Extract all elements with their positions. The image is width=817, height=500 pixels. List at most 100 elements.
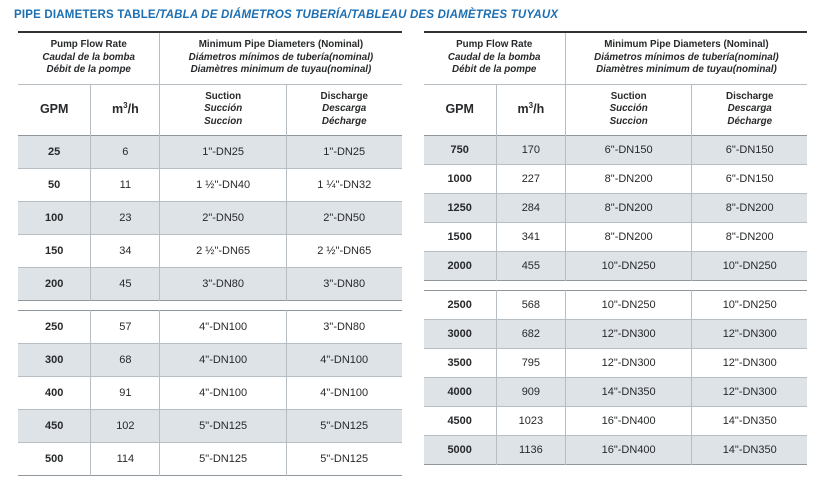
- suction-header-fr: Succion: [204, 115, 243, 127]
- min-diameters-header: Minimum Pipe Diameters (Nominal) Diámetr…: [564, 32, 807, 85]
- m3h-cell: 455: [495, 251, 566, 281]
- gpm-cell: 450: [18, 409, 91, 443]
- gpm-cell: 1250: [423, 193, 497, 223]
- title-english: PIPE DIAMETERS TABLE: [14, 9, 156, 21]
- suction-cell: 8"-DN200: [564, 222, 692, 252]
- discharge-cell: 14"-DN350: [691, 406, 807, 436]
- pipe-table-low-flow: Pump Flow Rate Caudal de la bomba Débit …: [18, 31, 402, 477]
- discharge-header-es: Descarga: [727, 103, 772, 115]
- table-row: 100 23 2"-DN50 2"-DN50: [18, 201, 402, 235]
- gpm-column-header: GPM: [39, 102, 69, 117]
- table-row: 400 91 4"-DN100 4"-DN100: [18, 376, 402, 410]
- table-row: 4000 909 14"-DN350 12"-DN300: [423, 377, 807, 407]
- m3h-cell: 34: [90, 234, 160, 268]
- discharge-header-en: Discharge: [726, 90, 774, 102]
- suction-cell: 4"-DN100: [159, 310, 287, 344]
- discharge-cell: 6"-DN150: [691, 164, 807, 194]
- m3h-cell: 227: [495, 164, 566, 194]
- gpm-cell: 400: [18, 376, 91, 410]
- discharge-header-fr: Décharge: [321, 115, 367, 127]
- discharge-cell: 4"-DN100: [285, 376, 402, 410]
- discharge-column-header: Discharge Descarga Décharge: [285, 84, 402, 136]
- m3h-cell: 568: [495, 290, 566, 320]
- table-row: 200 45 3"-DN80 3"-DN80: [18, 267, 402, 301]
- gpm-cell: 1000: [423, 164, 497, 194]
- suction-cell: 16"-DN400: [564, 406, 692, 436]
- gpm-cell: 1500: [423, 222, 497, 252]
- suction-cell: 2"-DN50: [159, 201, 287, 235]
- table-row: 2000 455 10"-DN250 10"-DN250: [423, 251, 807, 281]
- flow-rate-header-fr: Débit de la pompe: [46, 64, 131, 76]
- table-row: 500 114 5"-DN125 5"-DN125: [18, 442, 402, 476]
- suction-cell: 8"-DN200: [564, 164, 692, 194]
- m3h-cell: 6: [90, 135, 160, 169]
- suction-cell: 6"-DN150: [564, 135, 692, 165]
- table-row: 450 102 5"-DN125 5"-DN125: [18, 409, 402, 443]
- low-flow-block-1: 25 6 1"-DN25 1"-DN25 50 11 1 ½"-DN40 1 ¼"-DN32 1…: [18, 135, 402, 302]
- table-row: 750 170 6"-DN150 6"-DN150: [423, 135, 807, 165]
- pipe-table-high-flow: Pump Flow Rate Caudal de la bomba Débit …: [423, 31, 807, 466]
- discharge-cell: 10"-DN250: [691, 251, 807, 281]
- m3h-cell: 57: [90, 310, 160, 344]
- discharge-cell: 10"-DN250: [691, 290, 807, 320]
- suction-cell: 5"-DN125: [159, 409, 287, 443]
- table-row: 50 11 1 ½"-DN40 1 ¼"-DN32: [18, 168, 402, 202]
- table-row: 3500 795 12"-DN300 12"-DN300: [423, 348, 807, 378]
- gpm-cell: 25: [48, 146, 61, 159]
- suction-header-en: Suction: [205, 90, 242, 102]
- m3h-cell: 284: [495, 193, 566, 223]
- discharge-cell: 14"-DN350: [691, 435, 807, 465]
- gpm-cell: 250: [45, 321, 64, 334]
- table-row: 300 68 4"-DN100 4"-DN100: [18, 343, 402, 377]
- flow-rate-header: Pump Flow Rate Caudal de la bomba Débit …: [18, 32, 160, 85]
- flow-rate-header-en: Pump Flow Rate: [456, 39, 533, 50]
- min-diameters-header-en: Minimum Pipe Diameters (Nominal): [198, 39, 364, 50]
- suction-cell: 8"-DN200: [564, 193, 692, 223]
- suction-cell: 5"-DN125: [159, 442, 287, 476]
- discharge-header-es: Descarga: [322, 103, 367, 115]
- m3h-cell: 795: [495, 348, 566, 378]
- discharge-cell: 2 ½"-DN65: [285, 234, 402, 268]
- m3h-cell: 341: [495, 222, 566, 252]
- m3h-cell: 11: [90, 168, 160, 202]
- discharge-cell: 5"-DN125: [285, 409, 402, 443]
- table-row: 4500 1023 16"-DN400 14"-DN350: [423, 406, 807, 436]
- discharge-cell: 8"-DN200: [691, 193, 807, 223]
- discharge-cell: 12"-DN300: [691, 319, 807, 349]
- flow-rate-header-en: Pump Flow Rate: [50, 39, 127, 50]
- m3h-cell: 45: [90, 267, 160, 301]
- suction-column-header: Suction Succión Succion: [564, 84, 692, 136]
- suction-cell: 10"-DN250: [564, 251, 692, 281]
- suction-cell: 4"-DN100: [159, 376, 287, 410]
- table-row: 150 34 2 ½"-DN65 2 ½"-DN65: [18, 234, 402, 268]
- m3h-cell: 909: [495, 377, 566, 407]
- discharge-header-en: Discharge: [320, 90, 368, 102]
- discharge-cell: 1 ¼"-DN32: [285, 168, 402, 202]
- discharge-cell: 3"-DN80: [285, 310, 402, 344]
- suction-cell: 16"-DN400: [564, 435, 692, 465]
- m3h-cell: 1136: [495, 435, 566, 465]
- min-diameters-header: Minimum Pipe Diameters (Nominal) Diámetr…: [159, 32, 402, 85]
- discharge-cell: 12"-DN300: [691, 377, 807, 407]
- gpm-cell: 750: [450, 144, 469, 157]
- table-row: 250 57 4"-DN100 3"-DN80: [18, 310, 402, 344]
- gpm-cell: 4000: [423, 377, 497, 407]
- m3h-cell: 91: [90, 376, 160, 410]
- gpm-cell: 150: [18, 234, 91, 268]
- suction-cell: 12"-DN300: [564, 319, 692, 349]
- suction-header-es: Succión: [609, 103, 648, 115]
- m3h-cell: 682: [495, 319, 566, 349]
- suction-column-header: Suction Succión Succion: [159, 84, 287, 136]
- min-diameters-header-fr: Diamètres minimum de tuyau(nominal): [190, 64, 372, 76]
- discharge-cell: 6"-DN150: [691, 135, 807, 165]
- table-row: 2500 568 10"-DN250 10"-DN250: [424, 290, 807, 320]
- low-flow-block-2: 250 57 4"-DN100 3"-DN80 300 68 4"-DN100 4"-DN10…: [18, 310, 402, 477]
- gpm-column-header: GPM: [445, 102, 474, 117]
- gpm-cell: 5000: [423, 435, 497, 465]
- table-header-low-flow: Pump Flow Rate Caudal de la bomba Débit …: [18, 31, 402, 136]
- discharge-cell: 4"-DN100: [285, 343, 402, 377]
- discharge-cell: 12"-DN300: [691, 348, 807, 378]
- suction-cell: 2 ½"-DN65: [159, 234, 287, 268]
- suction-cell: 3"-DN80: [159, 267, 287, 301]
- m3h-cell: 102: [90, 409, 160, 443]
